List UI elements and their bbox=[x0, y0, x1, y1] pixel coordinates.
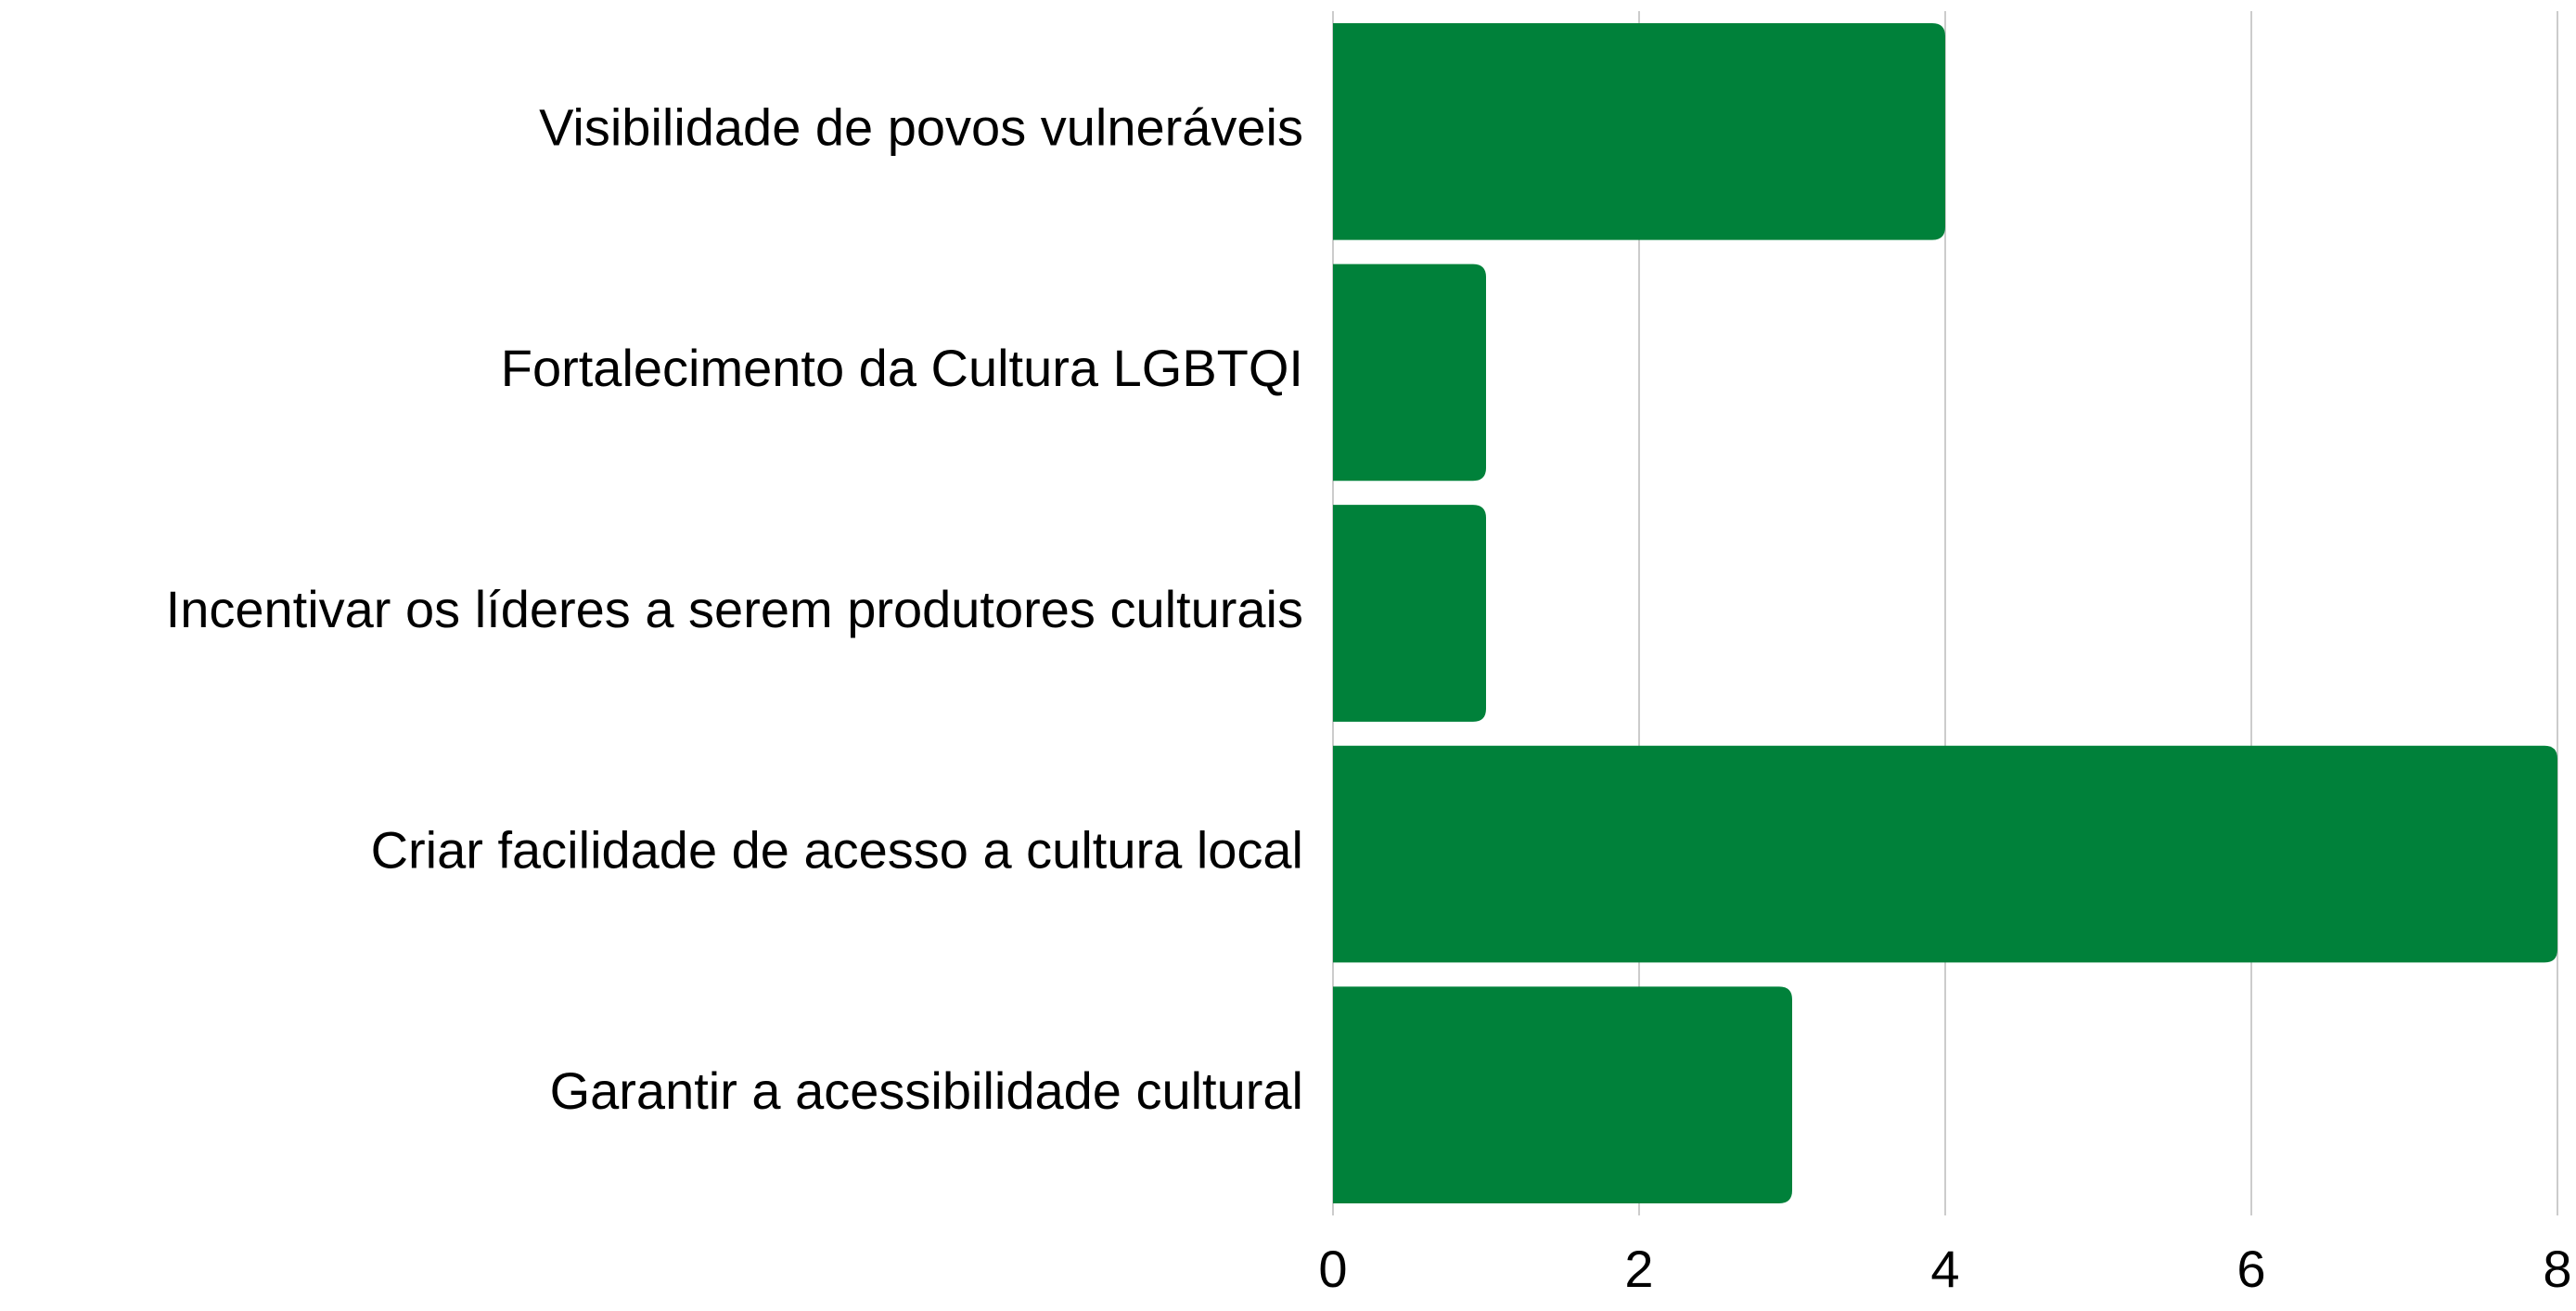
bar bbox=[1333, 263, 1486, 482]
y-tick-label: Incentivar os líderes a serem produtores… bbox=[166, 580, 1303, 638]
x-tick-label: 2 bbox=[1624, 1240, 1653, 1298]
x-tick-label: 8 bbox=[2543, 1240, 2571, 1298]
bar bbox=[1333, 745, 2557, 963]
x-tick-label: 4 bbox=[1930, 1240, 1959, 1298]
x-tick-label: 6 bbox=[2236, 1240, 2265, 1298]
y-tick-label: Criar facilidade de acesso a cultura loc… bbox=[371, 820, 1303, 879]
x-tick-label: 0 bbox=[1318, 1240, 1347, 1298]
bar bbox=[1333, 22, 1945, 240]
bar bbox=[1333, 986, 1792, 1204]
bar bbox=[1333, 505, 1486, 722]
y-tick-label: Fortalecimento da Cultura LGBTQI bbox=[501, 339, 1303, 397]
y-tick-label: Visibilidade de povos vulneráveis bbox=[539, 98, 1303, 157]
y-tick-label: Garantir a acessibilidade cultural bbox=[550, 1061, 1303, 1120]
